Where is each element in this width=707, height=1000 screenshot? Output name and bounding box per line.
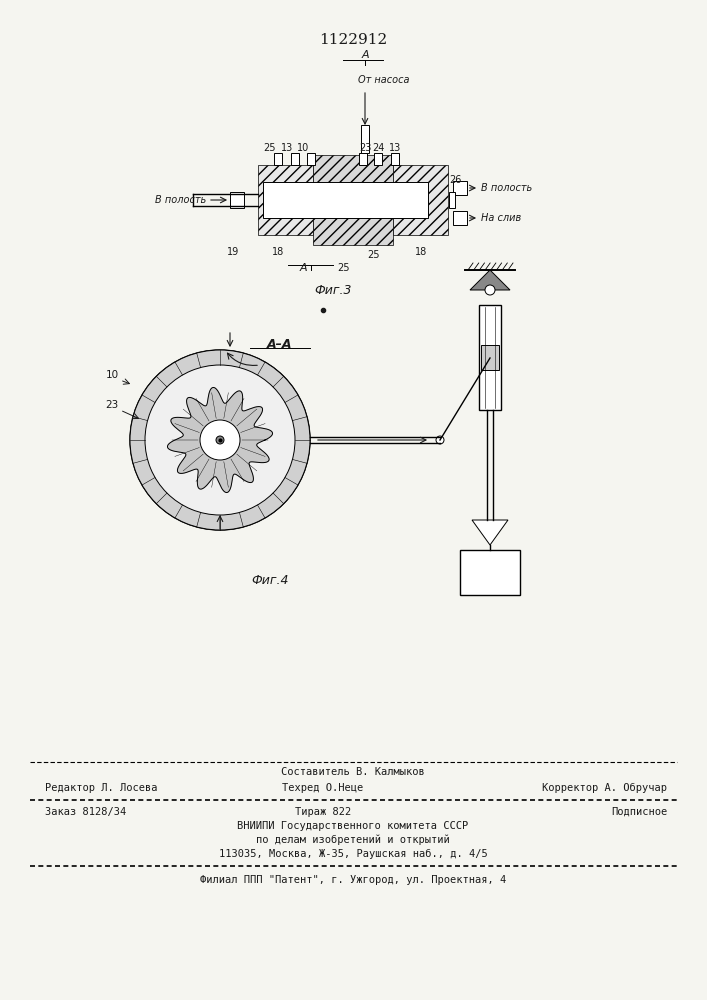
Polygon shape — [472, 520, 508, 545]
Text: Заказ 8128/34: Заказ 8128/34 — [45, 807, 127, 817]
Text: 18: 18 — [272, 247, 284, 257]
Text: Фиг.3: Фиг.3 — [314, 284, 352, 296]
Text: Техред О.Неце: Техред О.Неце — [282, 783, 363, 793]
Text: Корректор А. Обручар: Корректор А. Обручар — [542, 783, 667, 793]
Text: 25: 25 — [264, 143, 276, 153]
Bar — [307, 153, 315, 165]
Text: 26: 26 — [449, 175, 461, 185]
Circle shape — [200, 420, 240, 460]
Polygon shape — [470, 270, 510, 290]
Text: А–А: А–А — [267, 338, 293, 352]
Text: 10: 10 — [297, 143, 309, 153]
Text: А: А — [361, 50, 369, 60]
Circle shape — [485, 285, 495, 295]
Bar — [481, 345, 499, 370]
Bar — [460, 550, 520, 595]
Text: В полость: В полость — [481, 183, 532, 193]
Text: Фиг.4: Фиг.4 — [251, 574, 288, 586]
Text: Тираж 822: Тираж 822 — [295, 807, 351, 817]
Text: А: А — [299, 263, 307, 273]
Circle shape — [130, 350, 310, 530]
Text: Составитель В. Калмыков: Составитель В. Калмыков — [281, 767, 425, 777]
Text: 23: 23 — [105, 400, 119, 410]
Text: Подписное: Подписное — [611, 807, 667, 817]
Text: 113035, Москва, Ж-35, Раушская наб., д. 4/5: 113035, Москва, Ж-35, Раушская наб., д. … — [218, 849, 487, 859]
Text: ВНИИПИ Государственного комитета СССР: ВНИИПИ Государственного комитета СССР — [238, 821, 469, 831]
Text: Филиал ППП "Патент", г. Ужгород, ул. Проектная, 4: Филиал ППП "Патент", г. Ужгород, ул. Про… — [200, 875, 506, 885]
Text: по делам изобретений и открытий: по делам изобретений и открытий — [256, 835, 450, 845]
Bar — [453, 211, 467, 225]
Bar — [263, 182, 428, 218]
Text: 13: 13 — [389, 143, 401, 153]
Text: 18: 18 — [415, 247, 427, 257]
Bar — [359, 153, 367, 165]
Text: 13: 13 — [281, 143, 293, 153]
Text: На слив: На слив — [481, 213, 521, 223]
Circle shape — [436, 436, 444, 444]
Text: 23: 23 — [359, 143, 371, 153]
Bar — [274, 153, 282, 165]
Bar — [479, 305, 501, 410]
Text: 25: 25 — [337, 263, 349, 273]
Wedge shape — [130, 350, 310, 530]
Bar — [449, 192, 455, 208]
Text: Редактор Л. Лосева: Редактор Л. Лосева — [45, 783, 158, 793]
Text: 19: 19 — [227, 247, 239, 257]
Bar — [361, 125, 369, 153]
Bar — [391, 153, 399, 165]
Text: 10: 10 — [105, 370, 119, 380]
Bar — [230, 192, 244, 208]
Text: От насоса: От насоса — [358, 75, 409, 85]
Circle shape — [216, 436, 224, 444]
Bar — [374, 153, 382, 165]
Bar — [291, 153, 299, 165]
Bar — [313, 155, 393, 245]
Polygon shape — [168, 387, 273, 493]
Bar — [258, 165, 313, 235]
Bar — [453, 181, 467, 195]
Text: В полость: В полость — [155, 195, 206, 205]
Text: 25: 25 — [367, 250, 379, 260]
Text: 24: 24 — [372, 143, 384, 153]
Bar — [393, 165, 448, 235]
Text: 1122912: 1122912 — [319, 33, 387, 47]
